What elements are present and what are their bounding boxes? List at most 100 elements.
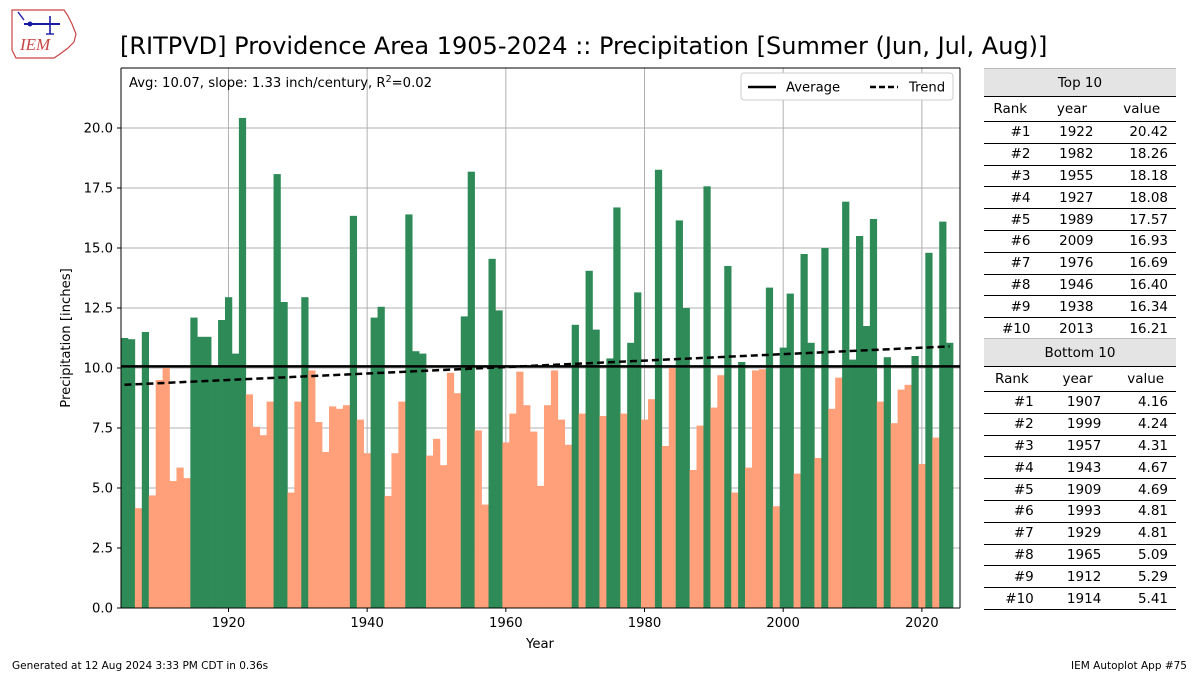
bottom-cell-year: 1943: [1039, 456, 1116, 479]
bar-2011: [855, 236, 864, 608]
col-rank: Rank: [995, 371, 1029, 387]
bar-1913: [176, 467, 184, 608]
top-cell-value: 18.18: [1107, 164, 1176, 187]
top-cell-rank: #7: [984, 251, 1037, 275]
bar-1986: [682, 308, 690, 608]
bottom-cell-rank: #2: [984, 412, 1040, 436]
bar-1989: [703, 186, 711, 608]
bar-2024: [946, 342, 954, 608]
axes: 0.0 2.5 5.0 7.5 10.0 12.5 15.0 17.5 20.0 1920 1940…: [84, 67, 961, 631]
top-cell-year: 2009: [1036, 229, 1108, 253]
bar-1914: [183, 478, 191, 608]
bar-1980: [641, 419, 649, 608]
bar-2018: [904, 384, 912, 608]
bar-1983: [661, 446, 670, 608]
top-row: #5 1989 17.57: [984, 208, 1176, 231]
bottom-cell-year: 1965: [1039, 543, 1116, 566]
bar-1993: [731, 492, 739, 608]
bar-1943: [384, 495, 392, 608]
top-cell-rank: #8: [984, 273, 1037, 296]
top-cell-year: 2013: [1036, 317, 1108, 340]
bar-1966: [543, 405, 552, 608]
bar-2023: [939, 221, 947, 608]
bar-1936: [335, 408, 344, 608]
bar-1982: [654, 169, 663, 608]
bar-1931: [301, 297, 309, 608]
top-row: #4 1927 18.08: [984, 186, 1176, 209]
bottom-cell-year: 1929: [1039, 521, 1116, 545]
top-cell-value: 16.69: [1107, 251, 1176, 275]
bar-1998: [765, 287, 774, 608]
y-axis-label: Precipitation [inches]: [59, 268, 74, 408]
bar-1973: [592, 329, 600, 608]
bar-1909: [148, 495, 156, 608]
top-row: #9 1938 16.34: [984, 295, 1176, 318]
bar-1938: [349, 215, 358, 608]
x-tick-label: 2000: [766, 616, 800, 631]
bar-1937: [342, 405, 351, 608]
bar-1915: [190, 317, 198, 608]
bottom-cell-rank: #3: [984, 434, 1040, 457]
bottom-cell-rank: #1: [984, 391, 1040, 414]
bar-1946: [405, 214, 413, 608]
bar-2009: [842, 201, 850, 608]
bar-1941: [370, 317, 378, 608]
top-cell-value: 20.42: [1107, 121, 1176, 144]
bottom-cell-rank: #5: [984, 478, 1040, 501]
bar-2014: [876, 401, 885, 608]
bar-1911: [162, 368, 170, 608]
legend: Average Trend: [740, 72, 954, 101]
y-tick-label: 20.0: [84, 122, 113, 137]
bar-1925: [259, 435, 267, 608]
bar-2019: [911, 356, 919, 608]
svg-text:IEM: IEM: [19, 35, 51, 54]
legend-average-label: Average: [786, 81, 840, 96]
top-cell-value: 18.08: [1107, 186, 1176, 209]
bar-1933: [315, 422, 323, 608]
bar-2000: [779, 347, 787, 608]
top-cell-value: 17.57: [1107, 208, 1176, 231]
bar-1942: [377, 306, 385, 608]
bar-1928: [280, 302, 288, 608]
bar-1978: [627, 342, 635, 608]
x-tick-label: 1920: [212, 616, 246, 631]
bar-1961: [509, 413, 517, 608]
bar-2015: [883, 357, 891, 608]
bar-1971: [578, 413, 586, 608]
bar-1944: [391, 453, 399, 608]
bottom-row: #9 1912 5.29: [984, 565, 1176, 588]
bar-1906: [127, 339, 136, 608]
x-tick-label: 1940: [350, 616, 384, 631]
bar-1977: [620, 413, 628, 608]
bottom-row: #5 1909 4.69: [984, 478, 1176, 501]
bar-1997: [758, 369, 767, 608]
bottom-cell-year: 1957: [1039, 434, 1116, 457]
bar-1916: [197, 336, 205, 608]
bar-2016: [890, 423, 898, 608]
bottom-cell-year: 1907: [1039, 391, 1116, 414]
y-tick-label: 0.0: [92, 602, 113, 617]
bar-1929: [287, 492, 295, 608]
y-tick-label: 15.0: [84, 242, 113, 257]
top-row: #10 2013 16.21: [984, 317, 1176, 340]
bottom-row: #8 1965 5.09: [984, 543, 1176, 566]
bar-1950: [433, 438, 441, 608]
bar-1907: [134, 508, 143, 608]
bar-1988: [696, 425, 704, 608]
bottom-cell-rank: #10: [984, 587, 1040, 610]
bottom-cell-rank: #9: [984, 565, 1040, 588]
bottom-cell-year: 1993: [1039, 499, 1116, 523]
bar-1954: [460, 316, 468, 608]
bar-1921: [231, 353, 240, 608]
bottom-cell-rank: #4: [984, 456, 1040, 479]
top-cell-value: 16.21: [1107, 317, 1176, 340]
top-cell-year: 1976: [1036, 251, 1108, 275]
stats-annotation: Avg: 10.07, slope: 1.33 inch/century, R2…: [129, 74, 432, 91]
bottom-cell-rank: #8: [984, 543, 1040, 566]
bar-1930: [294, 401, 302, 608]
bottom-row: #10 1914 5.41: [984, 587, 1176, 610]
bottom-cell-rank: #6: [984, 499, 1040, 523]
iem-logo: IEM: [11, 9, 77, 59]
y-tick-label: 5.0: [92, 482, 113, 497]
bar-2012: [862, 326, 871, 608]
